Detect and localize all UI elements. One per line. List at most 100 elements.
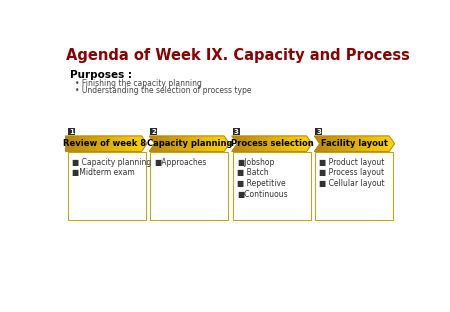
Polygon shape bbox=[254, 135, 256, 152]
Polygon shape bbox=[268, 135, 270, 152]
Polygon shape bbox=[290, 135, 292, 152]
Polygon shape bbox=[292, 135, 294, 152]
Polygon shape bbox=[72, 135, 74, 152]
Polygon shape bbox=[110, 135, 112, 152]
Text: ■ Repetitive: ■ Repetitive bbox=[237, 179, 285, 188]
Polygon shape bbox=[392, 135, 395, 152]
Polygon shape bbox=[242, 135, 244, 152]
Polygon shape bbox=[205, 135, 207, 152]
Polygon shape bbox=[260, 135, 262, 152]
Polygon shape bbox=[194, 135, 195, 152]
Polygon shape bbox=[356, 135, 359, 152]
Polygon shape bbox=[125, 135, 126, 152]
Polygon shape bbox=[337, 135, 338, 152]
Polygon shape bbox=[351, 135, 352, 152]
Polygon shape bbox=[370, 135, 373, 152]
Polygon shape bbox=[324, 135, 326, 152]
Text: • Finishing the capacity planning: • Finishing the capacity planning bbox=[75, 79, 202, 88]
Polygon shape bbox=[66, 135, 68, 152]
Polygon shape bbox=[280, 135, 282, 152]
Polygon shape bbox=[346, 135, 348, 152]
FancyBboxPatch shape bbox=[315, 128, 323, 135]
Polygon shape bbox=[348, 135, 351, 152]
Polygon shape bbox=[118, 135, 121, 152]
Polygon shape bbox=[195, 135, 198, 152]
Polygon shape bbox=[310, 135, 312, 152]
Polygon shape bbox=[377, 135, 378, 152]
FancyBboxPatch shape bbox=[68, 152, 146, 220]
Polygon shape bbox=[191, 135, 194, 152]
Polygon shape bbox=[151, 135, 153, 152]
Polygon shape bbox=[199, 135, 202, 152]
Polygon shape bbox=[133, 135, 135, 152]
Polygon shape bbox=[294, 135, 296, 152]
Polygon shape bbox=[129, 135, 130, 152]
Text: ■ Cellular layout: ■ Cellular layout bbox=[320, 179, 385, 188]
Polygon shape bbox=[326, 135, 328, 152]
Polygon shape bbox=[155, 135, 157, 152]
Polygon shape bbox=[262, 135, 264, 152]
Polygon shape bbox=[334, 135, 337, 152]
Text: Facility layout: Facility layout bbox=[321, 139, 388, 148]
Polygon shape bbox=[378, 135, 381, 152]
Polygon shape bbox=[76, 135, 78, 152]
Polygon shape bbox=[364, 135, 366, 152]
Polygon shape bbox=[98, 135, 100, 152]
Polygon shape bbox=[117, 135, 118, 152]
Text: ■Continuous: ■Continuous bbox=[237, 190, 288, 199]
Polygon shape bbox=[258, 135, 260, 152]
Polygon shape bbox=[198, 135, 199, 152]
Polygon shape bbox=[374, 135, 377, 152]
Polygon shape bbox=[203, 135, 205, 152]
Polygon shape bbox=[177, 135, 180, 152]
Polygon shape bbox=[352, 135, 355, 152]
Polygon shape bbox=[252, 135, 254, 152]
Polygon shape bbox=[266, 135, 268, 152]
Text: Process selection: Process selection bbox=[230, 139, 313, 148]
Polygon shape bbox=[80, 135, 82, 152]
Polygon shape bbox=[183, 135, 185, 152]
Polygon shape bbox=[212, 135, 213, 152]
Polygon shape bbox=[342, 135, 344, 152]
Polygon shape bbox=[207, 135, 209, 152]
Polygon shape bbox=[78, 135, 80, 152]
Polygon shape bbox=[185, 135, 187, 152]
Polygon shape bbox=[70, 135, 72, 152]
Polygon shape bbox=[161, 135, 163, 152]
Polygon shape bbox=[141, 135, 143, 152]
Polygon shape bbox=[244, 135, 246, 152]
FancyBboxPatch shape bbox=[150, 128, 158, 135]
FancyBboxPatch shape bbox=[315, 152, 393, 220]
Text: ■Jobshop: ■Jobshop bbox=[237, 158, 274, 167]
Polygon shape bbox=[366, 135, 369, 152]
Polygon shape bbox=[114, 135, 117, 152]
Polygon shape bbox=[126, 135, 129, 152]
Polygon shape bbox=[88, 135, 90, 152]
Polygon shape bbox=[225, 135, 227, 152]
Polygon shape bbox=[248, 135, 250, 152]
Polygon shape bbox=[240, 135, 242, 152]
Polygon shape bbox=[384, 135, 387, 152]
Polygon shape bbox=[82, 135, 84, 152]
Polygon shape bbox=[68, 135, 70, 152]
Polygon shape bbox=[276, 135, 278, 152]
Polygon shape bbox=[270, 135, 272, 152]
Text: 1: 1 bbox=[69, 129, 74, 135]
Polygon shape bbox=[163, 135, 165, 152]
Polygon shape bbox=[139, 135, 141, 152]
Polygon shape bbox=[308, 135, 310, 152]
Polygon shape bbox=[176, 135, 177, 152]
Polygon shape bbox=[90, 135, 92, 152]
Polygon shape bbox=[232, 136, 312, 151]
FancyBboxPatch shape bbox=[150, 152, 228, 220]
Polygon shape bbox=[106, 135, 108, 152]
Polygon shape bbox=[330, 135, 333, 152]
Text: 2: 2 bbox=[152, 129, 156, 135]
Polygon shape bbox=[316, 135, 318, 152]
Polygon shape bbox=[322, 135, 324, 152]
Polygon shape bbox=[284, 135, 286, 152]
Polygon shape bbox=[373, 135, 374, 152]
Polygon shape bbox=[94, 135, 96, 152]
Polygon shape bbox=[153, 135, 155, 152]
Polygon shape bbox=[74, 135, 76, 152]
